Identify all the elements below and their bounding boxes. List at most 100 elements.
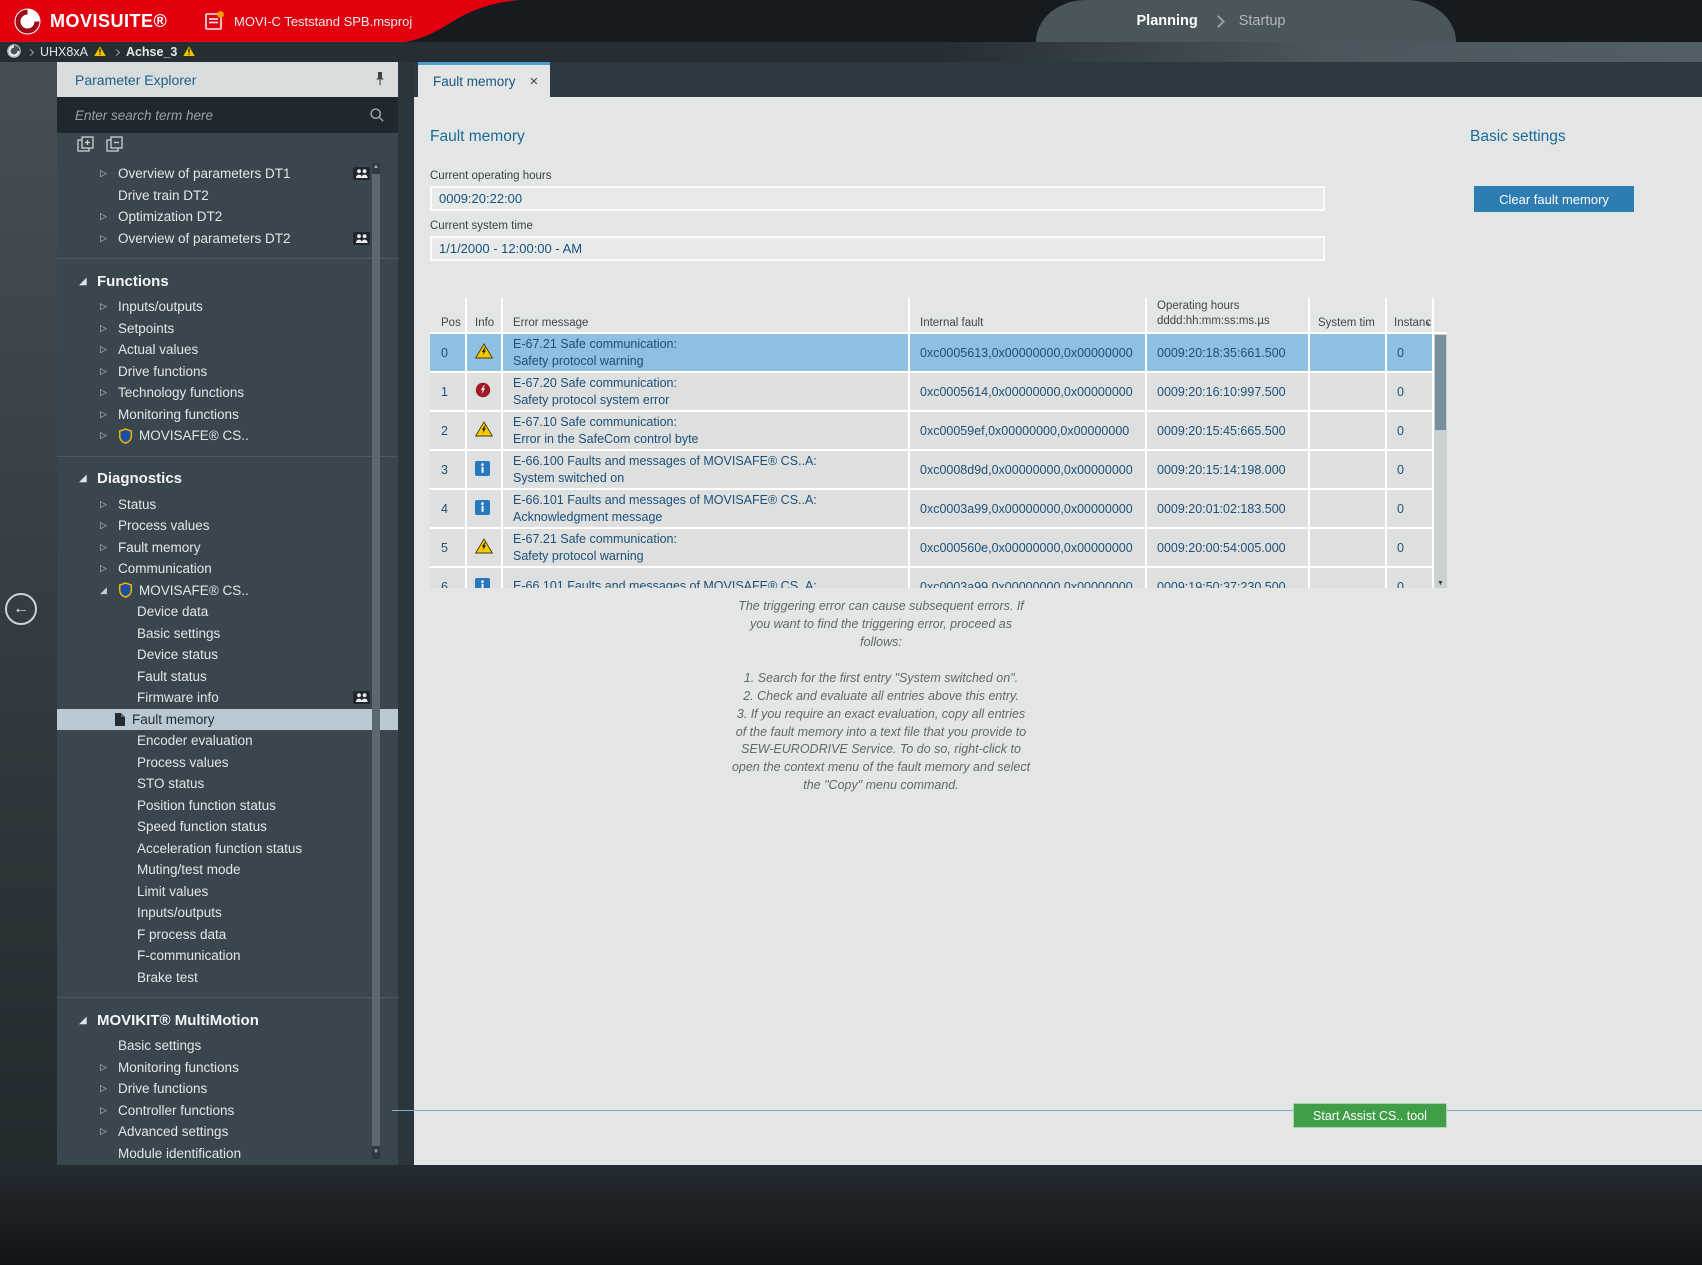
- sidebar-item-overview-of-parameters-dt2[interactable]: ▷ Overview of parameters DT2: [57, 228, 398, 250]
- sidebar-item-speed-function-status[interactable]: Speed function status: [57, 816, 398, 838]
- sidebar-section-diagnostics[interactable]: ◢ Diagnostics: [57, 464, 398, 494]
- header-system-time[interactable]: System tim: [1310, 298, 1387, 332]
- panel-splitter[interactable]: [398, 62, 414, 1165]
- sidebar-item-module-identification[interactable]: Module identification: [57, 1143, 398, 1165]
- sidebar-item-actual-values[interactable]: ▷ Actual values: [57, 339, 398, 361]
- table-row[interactable]: 1 E-67.20 Safe communication: Safety proto…: [430, 373, 1447, 412]
- sidebar-item-muting-test-mode[interactable]: Muting/test mode: [57, 859, 398, 881]
- message-line-2: Safety protocol warning: [513, 353, 644, 368]
- sidebar-item-encoder-evaluation[interactable]: Encoder evaluation: [57, 730, 398, 752]
- header-info[interactable]: Info: [467, 298, 503, 332]
- sidebar-item-monitoring-functions[interactable]: ▷ Monitoring functions: [57, 1057, 398, 1079]
- sidebar-item-limit-values[interactable]: Limit values: [57, 881, 398, 903]
- sidebar-item-movisafe-cs[interactable]: ◢ MOVISAFE® CS..: [57, 580, 398, 602]
- sidebar-title: Parameter Explorer: [75, 71, 197, 88]
- sidebar-item-basic-settings[interactable]: Basic settings: [57, 623, 398, 645]
- sidebar-item-communication[interactable]: ▷ Communication: [57, 558, 398, 580]
- scrollbar-thumb[interactable]: [372, 174, 380, 1146]
- header-operating-hours[interactable]: Operating hours dddd:hh:mm:ss:ms.µs: [1147, 298, 1310, 332]
- sidebar-item-controller-functions[interactable]: ▷ Controller functions: [57, 1100, 398, 1122]
- sidebar-item-movisafe-cs[interactable]: ▷ MOVISAFE® CS..: [57, 425, 398, 447]
- sidebar-item-process-values[interactable]: ▷ Process values: [57, 515, 398, 537]
- table-scroll-down-icon[interactable]: ▼: [1437, 580, 1444, 587]
- sidebar-item-firmware-info[interactable]: Firmware info: [57, 687, 398, 709]
- sidebar-item-label: Module identification: [118, 1145, 242, 1161]
- sidebar-item-overview-of-parameters-dt1[interactable]: ▷ Overview of parameters DT1: [57, 163, 398, 185]
- table-row[interactable]: 5 E-67.21 Safe communication: Safety proto…: [430, 529, 1447, 568]
- collapsed-arrow-icon: ▷: [100, 563, 107, 574]
- sidebar-item-label: Fault memory: [118, 539, 201, 555]
- sidebar-section-functions[interactable]: ◢ Functions: [57, 266, 398, 296]
- sidebar-item-setpoints[interactable]: ▷ Setpoints: [57, 318, 398, 340]
- expand-all-icon[interactable]: [77, 136, 94, 153]
- sidebar-item-label: Controller functions: [118, 1102, 235, 1118]
- sidebar-item-drive-functions[interactable]: ▷ Drive functions: [57, 1078, 398, 1100]
- sidebar-item-drive-train-dt2[interactable]: Drive train DT2: [57, 185, 398, 207]
- people-badge-icon: [353, 231, 370, 248]
- operating-hours-field[interactable]: 0009:20:22:00: [430, 186, 1325, 211]
- table-scrollbar-thumb[interactable]: [1435, 335, 1446, 430]
- sidebar-item-sto-status[interactable]: STO status: [57, 773, 398, 795]
- sidebar-item-f-process-data[interactable]: F process data: [57, 924, 398, 946]
- sidebar-item-inputs-outputs[interactable]: ▷ Inputs/outputs: [57, 296, 398, 318]
- cell-internal-fault: 0xc0003a99,0x00000000,0x00000000: [910, 568, 1147, 588]
- header-error-message[interactable]: Error message: [503, 298, 910, 332]
- sidebar-item-inputs-outputs[interactable]: Inputs/outputs: [57, 902, 398, 924]
- clear-fault-memory-button[interactable]: Clear fault memory: [1474, 186, 1634, 212]
- step-planning[interactable]: Planning: [1136, 13, 1198, 29]
- sidebar-scrollbar[interactable]: ▲ ▼: [372, 163, 380, 1159]
- sidebar-item-technology-functions[interactable]: ▷ Technology functions: [57, 382, 398, 404]
- sidebar-item-fault-memory[interactable]: Fault memory: [57, 708, 398, 730]
- sidebar-item-status[interactable]: ▷ Status: [57, 494, 398, 516]
- sidebar-item-device-data[interactable]: Device data: [57, 601, 398, 623]
- table-row[interactable]: 3 E-66.100 Faults and messages of MOVISAF…: [430, 451, 1447, 490]
- sidebar-item-fault-memory[interactable]: ▷ Fault memory: [57, 537, 398, 559]
- system-time-field[interactable]: 1/1/2000 - 12:00:00 - AM: [430, 236, 1325, 261]
- sidebar-item-device-status[interactable]: Device status: [57, 644, 398, 666]
- table-scrollbar[interactable]: ▼: [1434, 334, 1447, 588]
- header-instance[interactable]: Instanc ▲: [1387, 298, 1434, 332]
- cell-error-message: E-67.21 Safe communication: Safety protoc…: [503, 529, 910, 566]
- parameter-tree: ▷ Overview of parameters DT1 Drive train D…: [57, 161, 398, 1165]
- sidebar-item-label: F process data: [137, 926, 227, 942]
- header-pos[interactable]: Pos: [430, 298, 467, 332]
- sidebar-item-position-function-status[interactable]: Position function status: [57, 795, 398, 817]
- table-row[interactable]: 2 E-67.10 Safe communication: Error in the…: [430, 412, 1447, 451]
- breadcrumb-item-uhx8xa[interactable]: UHX8xA: [40, 44, 108, 60]
- sidebar-item-brake-test[interactable]: Brake test: [57, 967, 398, 989]
- tab-close-icon[interactable]: ×: [529, 72, 539, 90]
- table-row[interactable]: 6 E-66.101 Faults and messages of MOVISAF…: [430, 568, 1447, 588]
- tab-fault-memory[interactable]: Fault memory ×: [418, 62, 551, 97]
- breadcrumb-item-achse-3[interactable]: Achse_3: [126, 44, 197, 60]
- sidebar-item-process-values[interactable]: Process values: [57, 752, 398, 774]
- table-row[interactable]: 4 E-66.101 Faults and messages of MOVISAF…: [430, 490, 1447, 529]
- collapsed-arrow-icon: ▷: [100, 387, 107, 398]
- app-logo: MOVISUITE®: [14, 0, 167, 42]
- sidebar-item-basic-settings[interactable]: Basic settings: [57, 1035, 398, 1057]
- system-time-value: 1/1/2000 - 12:00:00 - AM: [439, 241, 583, 256]
- project-file-icon[interactable]: [202, 9, 226, 38]
- scroll-down-icon[interactable]: ▼: [373, 1149, 379, 1155]
- sidebar-item-monitoring-functions[interactable]: ▷ Monitoring functions: [57, 404, 398, 426]
- collapse-panel-button[interactable]: ←: [5, 593, 37, 625]
- start-assist-button[interactable]: Start Assist CS.. tool: [1293, 1103, 1447, 1128]
- tree-section: ◢ Diagnostics ▷ Status ▷ Process values ▷ Fault…: [57, 455, 398, 989]
- sidebar-item-advanced-settings[interactable]: ▷ Advanced settings: [57, 1121, 398, 1143]
- collapse-all-icon[interactable]: [106, 136, 123, 153]
- cell-operating-hours: 0009:20:00:54:005.000: [1147, 529, 1310, 566]
- sidebar-section-movikit-multimotion[interactable]: ◢ MOVIKIT® MultiMotion: [57, 1005, 398, 1035]
- sidebar-item-f-communication[interactable]: F-communication: [57, 945, 398, 967]
- cell-error-message: E-67.10 Safe communication: Error in the …: [503, 412, 910, 449]
- sidebar-item-label: Fault memory: [132, 711, 215, 727]
- pin-icon[interactable]: [374, 71, 386, 91]
- table-row[interactable]: 0 E-67.21 Safe communication: Safety proto…: [430, 334, 1447, 373]
- scroll-up-icon[interactable]: ▲: [373, 164, 379, 170]
- sidebar-item-fault-status[interactable]: Fault status: [57, 666, 398, 688]
- sidebar-item-optimization-dt2[interactable]: ▷ Optimization DT2: [57, 206, 398, 228]
- header-internal-fault[interactable]: Internal fault: [910, 298, 1147, 332]
- sidebar-item-acceleration-function-status[interactable]: Acceleration function status: [57, 838, 398, 860]
- sidebar-item-drive-functions[interactable]: ▷ Drive functions: [57, 361, 398, 383]
- step-startup[interactable]: Startup: [1238, 13, 1286, 29]
- search-input[interactable]: Enter search term here: [57, 97, 398, 133]
